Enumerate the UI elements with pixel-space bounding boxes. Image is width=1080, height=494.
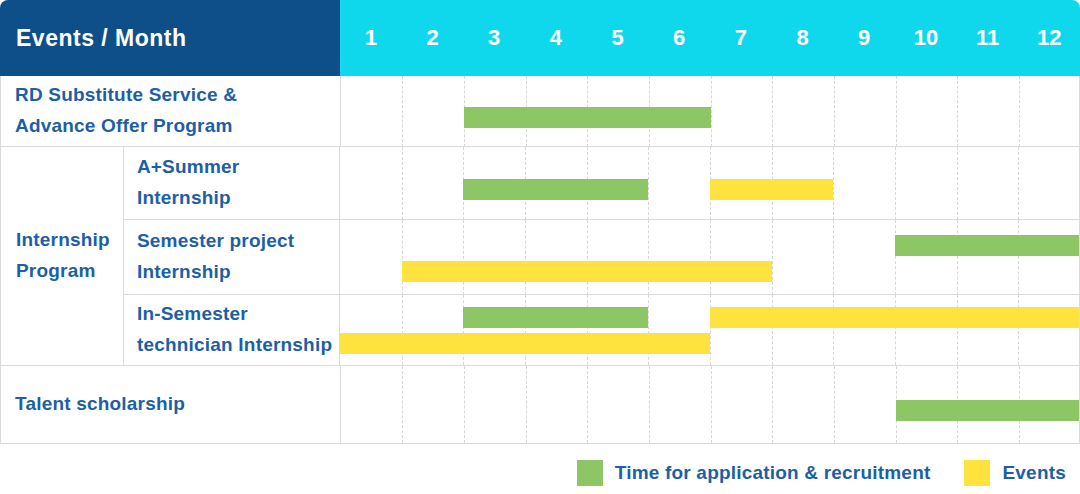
month-gridline: [957, 76, 958, 147]
table-title-cell: Events / Month: [0, 0, 340, 76]
row-timeline-a-summer-internship: [339, 147, 1079, 220]
row-label-talent-scholarship: Talent scholarship: [1, 366, 340, 443]
group-label-cell: Internship Program: [1, 147, 124, 365]
month-gridline: [833, 147, 834, 220]
events-month-table: Events / Month 123456789101112 RD Substi…: [0, 0, 1080, 444]
month-gridline: [648, 220, 649, 295]
month-gridline: [772, 295, 773, 365]
month-gridline: [957, 220, 958, 295]
month-gridline: [957, 295, 958, 365]
gantt-bar-application: [896, 400, 1079, 421]
gantt-bar-application: [464, 107, 711, 128]
month-gridline: [526, 366, 527, 443]
month-header-cell: 7: [710, 0, 772, 76]
row-label-rd-substitute: RD Substitute Service & Advance Offer Pr…: [1, 76, 340, 146]
legend: Time for application & recruitment Events: [577, 458, 1066, 488]
month-gridline: [1018, 147, 1019, 220]
month-gridline: [402, 76, 403, 147]
month-gridline: [896, 76, 897, 147]
row-label-semester-project-internship: Semester project Internship: [124, 220, 339, 294]
month-gridline: [463, 295, 464, 365]
gantt-bar-application: [463, 307, 648, 328]
legend-label: Events: [1002, 462, 1066, 484]
gantt-bar-event: [402, 261, 772, 282]
row-timeline-in-semester-technician-internship: [339, 295, 1079, 365]
row-talent-scholarship: Talent scholarship: [1, 366, 1079, 443]
internship-program-group: Internship Program A+Summer Internship S…: [1, 147, 1079, 366]
month-gridline: [711, 76, 712, 147]
row-in-semester-technician-internship: In-Semester technician Internship: [124, 295, 1079, 365]
month-header-cell: 9: [833, 0, 895, 76]
month-gridline: [895, 220, 896, 295]
month-gridline: [895, 295, 896, 365]
month-gridline: [772, 76, 773, 147]
internship-program-rows: A+Summer Internship Semester project Int…: [124, 147, 1079, 365]
gantt-bar-application: [895, 235, 1079, 256]
month-gridline: [648, 295, 649, 365]
month-gridline: [833, 220, 834, 295]
month-gridline: [648, 147, 649, 220]
month-gridline: [957, 147, 958, 220]
legend-item-event: Events: [964, 460, 1066, 486]
month-gridline: [587, 295, 588, 365]
month-header: 123456789101112: [340, 0, 1080, 76]
month-gridline: [649, 366, 650, 443]
month-gridline: [402, 220, 403, 295]
row-label-in-semester-technician-internship: In-Semester technician Internship: [124, 295, 339, 365]
gantt-bar-event: [340, 333, 710, 354]
gantt-bar-event: [710, 307, 1079, 328]
table-title: Events / Month: [16, 25, 187, 52]
month-gridline: [1019, 76, 1020, 147]
month-header-cell: 12: [1018, 0, 1080, 76]
row-timeline-rd-substitute: [340, 76, 1079, 147]
month-gridline: [525, 220, 526, 295]
gantt-bar-event: [710, 179, 833, 200]
month-gridline: [711, 366, 712, 443]
month-gridline: [402, 295, 403, 365]
month-gridline: [402, 366, 403, 443]
row-timeline-talent-scholarship: [340, 366, 1079, 443]
month-gridline: [463, 220, 464, 295]
month-header-cell: 3: [463, 0, 525, 76]
month-header-cell: 5: [587, 0, 649, 76]
row-timeline-semester-project-internship: [339, 220, 1079, 295]
month-header-cell: 2: [402, 0, 464, 76]
row-semester-project-internship: Semester project Internship: [124, 220, 1079, 295]
table-header-row: Events / Month 123456789101112: [0, 0, 1080, 76]
month-header-cell: 10: [895, 0, 957, 76]
gantt-schedule-chart: Events / Month 123456789101112 RD Substi…: [0, 0, 1080, 494]
legend-item-application: Time for application & recruitment: [577, 460, 931, 486]
month-gridline: [834, 366, 835, 443]
row-rd-substitute: RD Substitute Service & Advance Offer Pr…: [1, 76, 1079, 147]
month-gridline: [772, 220, 773, 295]
month-gridline: [402, 147, 403, 220]
month-gridline: [464, 366, 465, 443]
month-gridline: [834, 76, 835, 147]
month-gridline: [525, 295, 526, 365]
month-gridline: [587, 220, 588, 295]
month-header-cell: 1: [340, 0, 402, 76]
month-gridline: [772, 366, 773, 443]
month-gridline: [587, 366, 588, 443]
month-gridline: [1018, 220, 1019, 295]
month-gridline: [1018, 295, 1019, 365]
month-gridline: [895, 147, 896, 220]
month-header-cell: 4: [525, 0, 587, 76]
legend-swatch-application: [577, 460, 603, 486]
row-a-summer-internship: A+Summer Internship: [124, 147, 1079, 220]
month-header-cell: 6: [648, 0, 710, 76]
month-header-cell: 11: [957, 0, 1019, 76]
row-label-a-summer-internship: A+Summer Internship: [124, 147, 339, 219]
month-gridline: [710, 295, 711, 365]
legend-label: Time for application & recruitment: [615, 462, 931, 484]
table-body: RD Substitute Service & Advance Offer Pr…: [0, 76, 1080, 444]
month-header-cell: 8: [772, 0, 834, 76]
month-gridline: [710, 220, 711, 295]
legend-swatch-event: [964, 460, 990, 486]
month-gridline: [833, 295, 834, 365]
gantt-bar-application: [463, 179, 648, 200]
